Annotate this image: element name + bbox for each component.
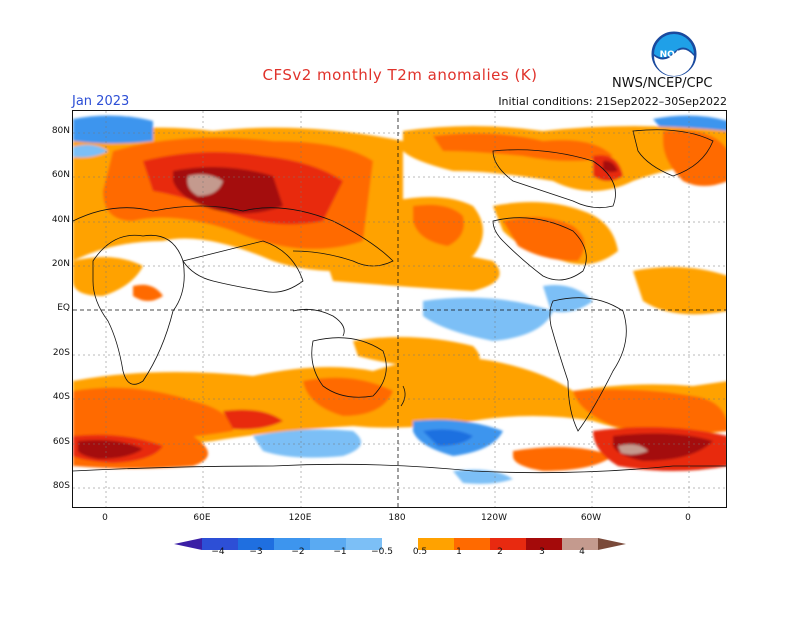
colorbar-tick: −3 <box>249 547 263 557</box>
anomaly-map <box>72 110 727 508</box>
svg-text:NOAA: NOAA <box>660 50 689 60</box>
lon-label-0-east: 0 <box>685 513 691 523</box>
colorbar <box>174 535 626 554</box>
lon-label-60e: 60E <box>193 513 211 523</box>
lon-label-120e: 120E <box>288 513 312 523</box>
lat-label-60s: 60S <box>52 437 70 447</box>
initial-conditions-label: Initial conditions: 21Sep2022–30Sep2022 <box>498 95 727 108</box>
lat-label-20s: 20S <box>52 348 70 358</box>
lat-label-80s: 80S <box>52 481 70 491</box>
anomaly-shading <box>73 115 726 484</box>
colorbar-tick: 2 <box>497 547 503 557</box>
lat-label-eq: EQ <box>57 303 70 313</box>
coastlines <box>73 129 726 474</box>
colorbar-arrow-min <box>174 538 202 550</box>
colorbar-tick: 0.5 <box>412 547 428 557</box>
colorbar-tick: 1 <box>456 547 462 557</box>
lat-label-40s: 40S <box>52 392 70 402</box>
lon-label-60w: 60W <box>580 513 602 523</box>
colorbar-tick: −4 <box>211 547 225 557</box>
lat-label-60n: 60N <box>51 170 70 180</box>
colorbar-tick: −1 <box>333 547 347 557</box>
colorbar-tick: 4 <box>579 547 585 557</box>
lat-label-40n: 40N <box>51 215 70 225</box>
colorbar-arrow-max <box>598 538 626 550</box>
colorbar-tick: 3 <box>539 547 545 557</box>
lat-label-20n: 20N <box>51 259 70 269</box>
agency-label: NWS/NCEP/CPC <box>612 76 713 91</box>
colorbar-tick: −2 <box>291 547 305 557</box>
reference-lines <box>73 111 726 507</box>
colorbar-tick: −0.5 <box>371 547 393 557</box>
lon-label-0: 0 <box>102 513 108 523</box>
lat-label-80n: 80N <box>51 126 70 136</box>
noaa-logo: NOAA <box>650 30 698 78</box>
lon-label-180: 180 <box>388 513 406 523</box>
lon-label-120w: 120W <box>480 513 508 523</box>
valid-month-label: Jan 2023 <box>72 94 130 109</box>
map-title: CFSv2 monthly T2m anomalies (K) <box>262 66 538 84</box>
gridlines <box>73 111 726 507</box>
